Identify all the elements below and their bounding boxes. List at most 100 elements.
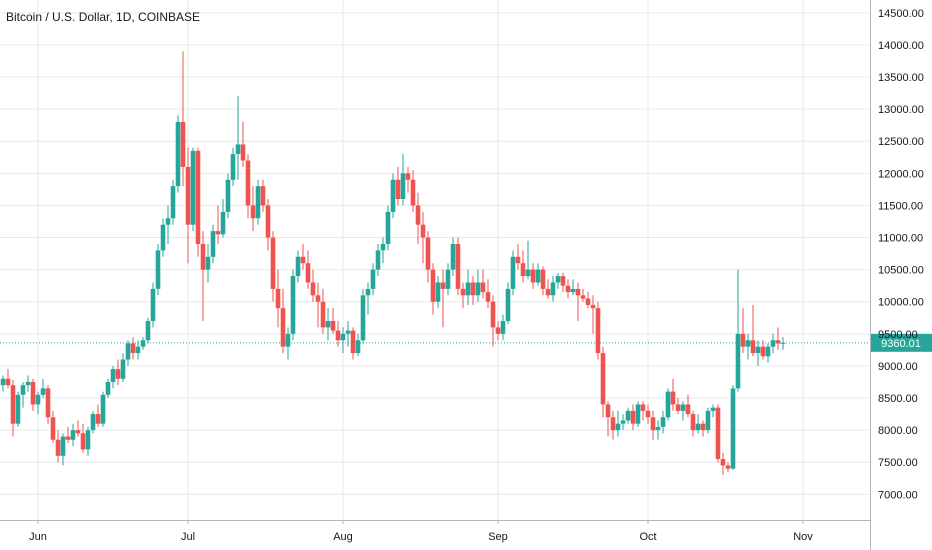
candle xyxy=(545,279,551,299)
candle xyxy=(245,154,251,219)
candle xyxy=(615,410,621,437)
candle-body-up xyxy=(140,340,146,347)
candle-body-up xyxy=(100,394,106,424)
candle xyxy=(150,282,156,328)
candle-body-down xyxy=(740,333,746,347)
last-price-tag xyxy=(871,333,932,352)
candle xyxy=(205,243,211,283)
candle xyxy=(510,250,516,296)
candle-body-down xyxy=(180,121,186,167)
candle-body-up xyxy=(0,378,6,386)
candle xyxy=(770,333,776,354)
candle-body-down xyxy=(420,224,426,238)
candle-body-down xyxy=(280,308,286,347)
candle-body-up xyxy=(510,256,516,289)
candle xyxy=(685,394,691,418)
chart-title: Bitcoin / U.S. Dollar, 1D, COINBASE xyxy=(6,10,200,24)
candle-body-up xyxy=(125,343,131,360)
candle xyxy=(590,295,596,334)
candle-body-up xyxy=(550,282,556,296)
candle xyxy=(355,333,361,357)
candle-body-up xyxy=(625,410,631,421)
candle xyxy=(45,385,51,424)
candle-body-down xyxy=(495,327,501,334)
candle xyxy=(5,369,11,389)
candle xyxy=(540,266,546,296)
candle xyxy=(165,205,171,244)
candle xyxy=(105,378,111,399)
candle xyxy=(620,414,626,431)
time-axis[interactable]: Jun Jul Aug Sep Oct Nov xyxy=(0,520,870,543)
candle xyxy=(630,404,636,431)
candle-body-up xyxy=(235,144,241,155)
candle xyxy=(640,401,646,421)
candle-body-up xyxy=(60,436,66,456)
candle xyxy=(695,414,701,434)
candle xyxy=(480,269,486,299)
candle xyxy=(550,276,556,302)
candle-body-up xyxy=(40,388,46,395)
candle xyxy=(310,269,316,302)
candle-body-up xyxy=(35,394,41,405)
candle xyxy=(520,250,526,283)
candle-body-down xyxy=(600,353,606,405)
candle-body-down xyxy=(725,465,731,469)
candle xyxy=(90,410,96,434)
price-axis[interactable]: 7000.00 7500.00 8000.00 8500.00 9000.00 9500.… xyxy=(870,0,924,550)
candle xyxy=(190,147,196,232)
candle-body-down xyxy=(315,295,321,302)
candle-body-down xyxy=(310,282,316,296)
candle-body-down xyxy=(560,276,566,286)
candle-body-up xyxy=(145,320,151,341)
candle-body-down xyxy=(215,231,221,235)
y-tick-label: 11500.00 xyxy=(878,200,923,212)
candle-body-up xyxy=(285,333,291,347)
candle-body-up xyxy=(745,340,751,347)
candle xyxy=(390,173,396,219)
candle-body-up xyxy=(70,430,76,440)
candle-body-down xyxy=(775,340,781,344)
candle xyxy=(660,410,666,434)
candle-body-up xyxy=(505,288,511,321)
y-tick-label: 10500.00 xyxy=(878,265,924,277)
candle xyxy=(610,410,616,440)
candle-body-down xyxy=(565,285,571,293)
candle-body-down xyxy=(240,144,246,161)
candle xyxy=(275,269,281,328)
candle-body-up xyxy=(150,288,156,321)
candle-body-up xyxy=(525,269,531,277)
y-tick-label: 9500.00 xyxy=(878,329,918,341)
candle-body-up xyxy=(435,282,441,302)
candle xyxy=(320,288,326,334)
candle-body-down xyxy=(45,388,51,418)
candle xyxy=(120,353,126,382)
candle-body-down xyxy=(275,288,281,309)
candle-body-down xyxy=(455,243,461,289)
y-tick-label: 13000.00 xyxy=(878,104,924,116)
candle xyxy=(755,340,761,366)
candle xyxy=(500,314,506,341)
candle-body-down xyxy=(5,378,11,386)
candle-body-down xyxy=(530,269,536,283)
candle-body-down xyxy=(245,160,251,206)
candle xyxy=(130,337,136,360)
candle-body-up xyxy=(765,346,771,357)
candle-body-up xyxy=(345,330,351,334)
candle xyxy=(300,243,306,270)
candle-body-down xyxy=(260,186,266,206)
candle-body-down xyxy=(760,346,766,357)
last-price-label: 9360.01 xyxy=(881,338,921,350)
candle xyxy=(55,430,61,463)
candle xyxy=(270,231,276,302)
candle-body-up xyxy=(555,276,561,283)
candle-body-up xyxy=(755,346,761,354)
candle xyxy=(445,263,451,296)
candle-body-up xyxy=(20,385,26,395)
candle-body-down xyxy=(480,282,486,293)
candle-body-up xyxy=(390,179,396,212)
candle-body-up xyxy=(475,282,481,296)
candle-body-down xyxy=(485,292,491,302)
candle-body-up xyxy=(380,243,386,251)
candle-body-down xyxy=(300,256,306,264)
